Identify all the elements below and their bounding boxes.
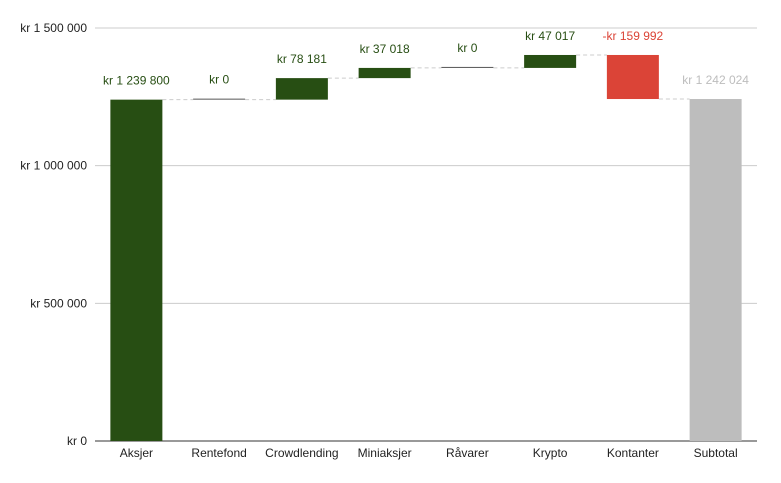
data-label: kr 0 xyxy=(209,73,229,87)
x-category-label: Krypto xyxy=(533,446,568,460)
data-labels: kr 1 239 800 kr 0 kr 78 181 kr 37 018 kr 0 kr… xyxy=(103,29,749,88)
bar-subtotal xyxy=(689,99,742,441)
x-category-label: Subtotal xyxy=(694,446,738,460)
x-category-label: Crowdlending xyxy=(265,446,338,460)
y-tick-label: kr 500 000 xyxy=(30,296,87,310)
bar-crowdlending xyxy=(275,78,328,100)
data-label: kr 47 017 xyxy=(525,29,575,43)
x-axis-category-labels: Aksjer Rentefond Crowdlending Miniaksjer Råv… xyxy=(120,446,738,460)
data-label: kr 0 xyxy=(457,41,477,55)
y-tick-label: kr 0 xyxy=(67,434,87,448)
bar-krypto xyxy=(524,54,577,68)
bar-rentefond xyxy=(193,98,246,100)
data-label: kr 1 239 800 xyxy=(103,74,170,88)
x-category-label: Rentefond xyxy=(191,446,246,460)
bars xyxy=(110,54,742,442)
bar-miniaksjer xyxy=(358,67,411,79)
bar-råvarer xyxy=(441,66,494,68)
data-label: -kr 159 992 xyxy=(603,29,664,43)
data-label: kr 1 242 024 xyxy=(682,73,749,87)
connector-lines xyxy=(162,54,690,101)
bar-aksjer xyxy=(110,99,163,442)
y-tick-label: kr 1 500 000 xyxy=(20,21,87,35)
gridlines xyxy=(95,27,757,442)
y-tick-label: kr 1 000 000 xyxy=(20,159,87,173)
x-category-label: Råvarer xyxy=(446,446,489,460)
y-axis-tick-labels: kr 0 kr 500 000 kr 1 000 000 kr 1 500 000 xyxy=(20,21,87,448)
data-label: kr 37 018 xyxy=(360,42,410,56)
x-category-label: Miniaksjer xyxy=(358,446,412,460)
data-label: kr 78 181 xyxy=(277,52,327,66)
bar-kontanter xyxy=(606,54,659,100)
x-category-label: Aksjer xyxy=(120,446,153,460)
x-category-label: Kontanter xyxy=(607,446,659,460)
